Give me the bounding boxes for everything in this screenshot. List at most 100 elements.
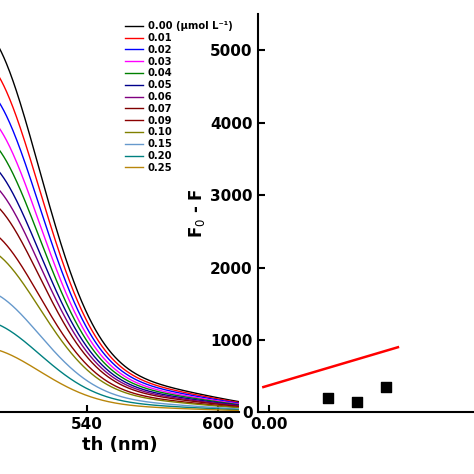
0.00 (μmol L⁻¹) bbox=[229, 398, 235, 403]
0.06 bbox=[105, 371, 111, 376]
0.02 bbox=[87, 331, 93, 337]
Point bbox=[383, 383, 390, 391]
0.06 bbox=[229, 402, 235, 408]
0.09 bbox=[105, 379, 111, 384]
Line: 0.00 (μmol L⁻¹): 0.00 (μmol L⁻¹) bbox=[0, 28, 239, 401]
0.20 bbox=[178, 404, 184, 410]
0.02 bbox=[105, 356, 111, 361]
Line: 0.01: 0.01 bbox=[0, 59, 239, 402]
Point bbox=[353, 398, 361, 405]
0.04 bbox=[66, 305, 72, 310]
0.15 bbox=[68, 365, 73, 371]
0.05 bbox=[178, 395, 184, 401]
Text: b: b bbox=[182, 0, 199, 2]
0.05 bbox=[87, 348, 93, 354]
0.20 bbox=[229, 407, 235, 412]
0.05 bbox=[229, 401, 235, 407]
0.02 bbox=[237, 401, 242, 406]
Legend: 0.00 (μmol L⁻¹), 0.01, 0.02, 0.03, 0.04, 0.05, 0.06, 0.07, 0.09, 0.10, 0.15, 0.2: 0.00 (μmol L⁻¹), 0.01, 0.02, 0.03, 0.04,… bbox=[122, 19, 234, 175]
0.02 bbox=[229, 400, 235, 405]
0.20 bbox=[237, 407, 242, 413]
0.01 bbox=[178, 389, 184, 394]
0.10 bbox=[237, 405, 242, 410]
0.07 bbox=[105, 374, 111, 380]
Line: 0.25: 0.25 bbox=[0, 347, 239, 410]
0.03 bbox=[229, 400, 235, 406]
0.25 bbox=[87, 394, 93, 400]
Line: 0.03: 0.03 bbox=[0, 113, 239, 404]
0.15 bbox=[66, 363, 72, 369]
Line: 0.04: 0.04 bbox=[0, 136, 239, 405]
0.04 bbox=[87, 343, 93, 349]
0.09 bbox=[178, 399, 184, 404]
0.01 bbox=[68, 281, 73, 287]
0.04 bbox=[105, 364, 111, 369]
0.05 bbox=[105, 367, 111, 373]
0.10 bbox=[87, 370, 93, 375]
0.06 bbox=[178, 396, 184, 401]
0.07 bbox=[66, 328, 72, 334]
Line: 0.15: 0.15 bbox=[0, 290, 239, 409]
0.15 bbox=[237, 406, 242, 412]
0.09 bbox=[68, 343, 73, 348]
0.15 bbox=[178, 402, 184, 408]
0.02 bbox=[66, 286, 72, 292]
0.00 (μmol L⁻¹) bbox=[237, 399, 242, 404]
0.00 (μmol L⁻¹) bbox=[87, 317, 93, 323]
X-axis label: th (nm): th (nm) bbox=[82, 437, 157, 455]
0.06 bbox=[68, 324, 73, 330]
0.03 bbox=[87, 337, 93, 343]
0.07 bbox=[237, 403, 242, 409]
0.10 bbox=[105, 382, 111, 388]
0.20 bbox=[66, 374, 72, 380]
0.00 (μmol L⁻¹) bbox=[68, 270, 73, 275]
0.10 bbox=[68, 349, 73, 355]
Line: 0.06: 0.06 bbox=[0, 178, 239, 406]
0.15 bbox=[87, 380, 93, 386]
0.06 bbox=[87, 353, 93, 359]
0.01 bbox=[105, 351, 111, 356]
0.06 bbox=[66, 321, 72, 327]
Line: 0.02: 0.02 bbox=[0, 86, 239, 403]
Point bbox=[324, 394, 331, 401]
Line: 0.05: 0.05 bbox=[0, 159, 239, 405]
0.00 (μmol L⁻¹) bbox=[105, 346, 111, 351]
0.03 bbox=[68, 301, 73, 306]
Line: 0.09: 0.09 bbox=[0, 228, 239, 407]
Line: 0.20: 0.20 bbox=[0, 320, 239, 410]
0.06 bbox=[237, 403, 242, 409]
0.20 bbox=[87, 387, 93, 393]
0.03 bbox=[105, 360, 111, 365]
0.00 (μmol L⁻¹) bbox=[178, 387, 184, 393]
0.00 (μmol L⁻¹) bbox=[66, 264, 72, 270]
0.04 bbox=[178, 393, 184, 399]
0.07 bbox=[68, 331, 73, 337]
0.07 bbox=[87, 358, 93, 364]
0.10 bbox=[178, 400, 184, 406]
Line: 0.10: 0.10 bbox=[0, 247, 239, 408]
0.20 bbox=[105, 394, 111, 400]
0.05 bbox=[237, 402, 242, 408]
0.09 bbox=[229, 404, 235, 410]
Y-axis label: F$_0$ - F: F$_0$ - F bbox=[187, 188, 207, 238]
0.10 bbox=[66, 347, 72, 353]
0.07 bbox=[178, 397, 184, 402]
0.15 bbox=[105, 389, 111, 395]
0.10 bbox=[229, 404, 235, 410]
0.25 bbox=[178, 406, 184, 411]
0.02 bbox=[178, 391, 184, 396]
0.04 bbox=[68, 309, 73, 315]
0.09 bbox=[66, 340, 72, 346]
0.01 bbox=[229, 399, 235, 404]
0.07 bbox=[229, 403, 235, 409]
0.04 bbox=[237, 402, 242, 408]
0.09 bbox=[87, 365, 93, 371]
0.05 bbox=[66, 314, 72, 319]
Line: 0.07: 0.07 bbox=[0, 197, 239, 406]
0.04 bbox=[229, 401, 235, 407]
0.05 bbox=[68, 318, 73, 323]
0.25 bbox=[237, 408, 242, 413]
0.03 bbox=[237, 401, 242, 407]
0.20 bbox=[68, 376, 73, 382]
0.01 bbox=[87, 325, 93, 330]
